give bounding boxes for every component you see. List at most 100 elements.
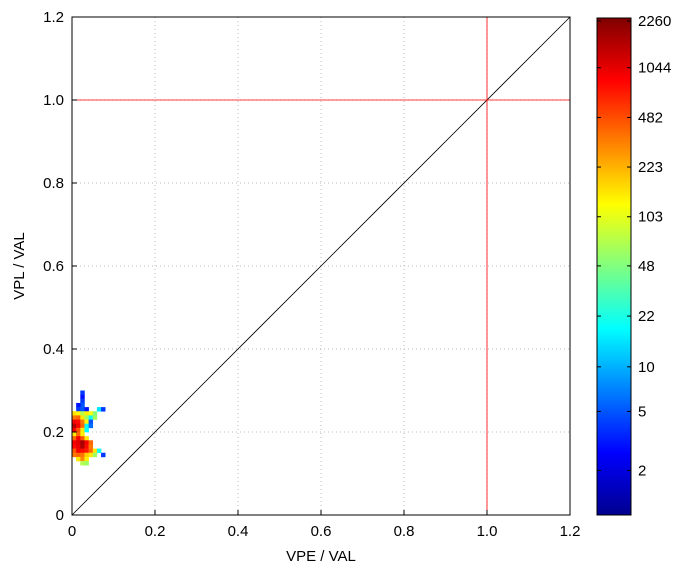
heatmap-cell — [80, 398, 85, 404]
colorbar-tick-label: 103 — [638, 209, 663, 226]
heatmap-cell — [72, 415, 77, 420]
heatmap-cell — [84, 461, 89, 466]
y-tick-label: 0.6 — [43, 258, 64, 275]
heatmap-cell — [76, 402, 81, 408]
colorbar-tick-label: 5 — [638, 403, 646, 420]
heatmap-cell — [88, 415, 94, 420]
colorbar-ticks: 2260 1044 482 223 103 48 22 10 5 2 — [597, 13, 671, 479]
heatmap-cell — [72, 427, 77, 433]
x-axis-label: VPE / VAL — [286, 548, 356, 565]
x-axis-ticks: 0 0.2 0.4 0.6 0.8 1.0 1.2 — [68, 510, 581, 540]
heatmap-cell — [80, 390, 85, 395]
heatmap-cell — [72, 423, 77, 429]
heatmap-cell — [88, 423, 94, 429]
diagonal-line — [71, 16, 571, 516]
colorbar-tick-label: 223 — [638, 159, 663, 176]
colorbar-tick-label: 48 — [638, 258, 655, 275]
heatmap-cell — [84, 436, 89, 441]
heatmap-cell — [80, 423, 85, 429]
heatmap-cell — [84, 423, 89, 429]
heatmap-cell — [96, 448, 102, 454]
x-tick-label: 0.4 — [228, 523, 249, 540]
y-tick-label: 0 — [56, 507, 64, 524]
x-tick-label: 0.8 — [394, 523, 415, 540]
heatmap-cell — [80, 402, 85, 408]
heatmap-cell — [80, 440, 85, 445]
heatmap-cell — [80, 407, 85, 412]
heatmap-cell — [80, 415, 85, 420]
heatmap-cell — [88, 419, 94, 424]
heatmap-cell — [76, 427, 81, 433]
heatmap-cell — [88, 411, 94, 416]
heatmap-cell — [101, 452, 106, 458]
colorbar-tick-label: 10 — [638, 359, 655, 376]
heatmap-cell — [92, 452, 98, 458]
heatmap-cell — [92, 411, 98, 416]
heatmap-cell — [72, 411, 77, 416]
heatmap-cell — [80, 444, 85, 449]
heatmap-cell — [72, 440, 77, 445]
y-tick-label: 0.4 — [43, 341, 64, 358]
y-axis-label: VPL / VAL — [11, 232, 28, 300]
heatmap-cell — [76, 411, 81, 416]
heatmap-cell — [76, 407, 81, 412]
heatmap-cell — [84, 411, 89, 416]
heatmap-cell — [84, 444, 89, 449]
heatmap-cell — [92, 415, 98, 420]
x-tick-label: 0.2 — [145, 523, 166, 540]
colorbar — [596, 17, 632, 516]
heatmap-cell — [80, 448, 85, 454]
heatmap-cell — [80, 436, 85, 441]
heatmap-cell — [76, 440, 81, 445]
heatmap-cell — [84, 415, 89, 420]
heatmap-cell — [88, 440, 94, 445]
heatmap-cell — [84, 448, 89, 454]
heatmap-cells — [72, 390, 106, 466]
heatmap-cell — [72, 432, 77, 437]
y-tick-label: 1.0 — [43, 92, 64, 109]
heatmap-cell — [84, 452, 89, 458]
x-tick-label: 1.2 — [560, 523, 581, 540]
y-tick-label: 0.2 — [43, 424, 64, 441]
heatmap-cell — [76, 444, 81, 449]
heatmap-cell — [88, 448, 94, 454]
heatmap-cell — [101, 407, 106, 412]
x-tick-label: 1.0 — [477, 523, 498, 540]
heatmap-cell — [80, 419, 85, 424]
heatmap-cell — [76, 456, 81, 462]
heatmap-cell — [80, 427, 85, 433]
colorbar-tick-label: 2 — [638, 462, 646, 479]
heatmap-cell — [88, 452, 94, 458]
y-axis-ticks: 0 0.2 0.4 0.6 0.8 1.0 1.2 — [43, 9, 77, 524]
heatmap-cell — [84, 440, 89, 445]
heatmap-cell — [72, 436, 77, 441]
heatmap-cell — [84, 407, 89, 412]
y-tick-label: 0.8 — [43, 175, 64, 192]
heatmap-cell — [76, 423, 81, 429]
heatmap-cell — [76, 419, 81, 424]
heatmap-cell — [84, 419, 89, 424]
heatmap-cell — [84, 456, 89, 462]
heatmap-cell — [92, 448, 98, 454]
heatmap-cell — [72, 448, 77, 454]
heatmap-cell — [80, 394, 85, 400]
heatmap-cell — [72, 419, 77, 424]
colorbar-tick-label: 22 — [638, 308, 655, 325]
reference-lines — [71, 16, 571, 516]
heatmap-cell — [80, 432, 85, 437]
heatmap-cell — [76, 452, 81, 458]
colorbar-tick-label: 2260 — [638, 13, 671, 30]
heatmap-cell — [72, 452, 77, 458]
y-tick-label: 1.2 — [43, 9, 64, 26]
heatmap-cell — [80, 452, 85, 458]
colorbar-tick-label: 482 — [638, 109, 663, 126]
heatmap-cell — [76, 436, 81, 441]
heatmap-cell — [80, 456, 85, 462]
heatmap-cell — [72, 444, 77, 449]
x-tick-label: 0.6 — [311, 523, 332, 540]
x-tick-label: 0 — [68, 523, 76, 540]
heatmap-cell — [76, 432, 81, 437]
colorbar-tick-label: 1044 — [638, 60, 671, 77]
